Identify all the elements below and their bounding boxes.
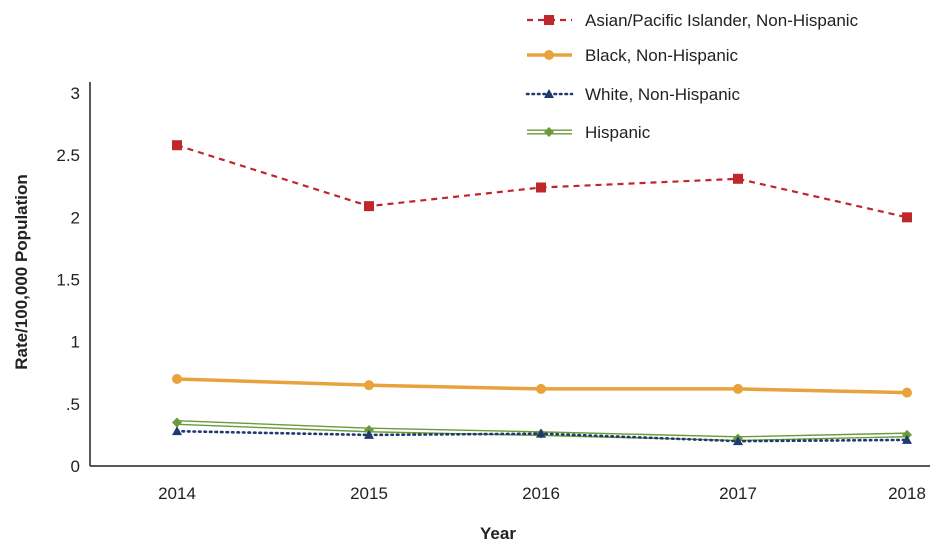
x-tick-label: 2015	[350, 484, 388, 503]
data-point-triangle	[544, 89, 554, 98]
y-tick-labels: 0 .5 1 1.5 2 2.5 3	[56, 84, 80, 476]
legend-label: White, Non-Hispanic	[585, 85, 740, 104]
data-point-circle	[544, 50, 554, 60]
data-point-diamond	[544, 127, 554, 137]
data-point-circle	[364, 380, 374, 391]
data-point-circle	[902, 387, 912, 398]
series-square	[172, 140, 912, 223]
y-tick-label: .5	[66, 395, 80, 414]
x-tick-label: 2018	[888, 484, 926, 503]
data-point-circle	[536, 383, 546, 394]
y-tick-label: 0	[71, 457, 80, 476]
y-tick-label: 1.5	[56, 271, 80, 290]
data-point-triangle	[364, 429, 374, 439]
legend-label: Hispanic	[585, 123, 651, 142]
data-point-triangle	[536, 428, 546, 438]
y-axis-title: Rate/100,000 Population	[12, 174, 31, 370]
x-tick-label: 2017	[719, 484, 757, 503]
data-point-circle	[733, 383, 743, 394]
y-tick-label: 3	[71, 84, 80, 103]
data-point-triangle	[733, 436, 743, 446]
x-tick-label: 2014	[158, 484, 196, 503]
y-tick-label: 2	[71, 208, 80, 227]
x-tick-label: 2016	[522, 484, 560, 503]
series-layer	[172, 140, 912, 446]
axes	[89, 82, 930, 467]
y-tick-label: 2.5	[56, 146, 80, 165]
legend: Asian/Pacific Islander, Non-Hispanic Blac…	[525, 11, 859, 142]
legend-label: Black, Non-Hispanic	[585, 46, 739, 65]
x-tick-labels: 2014 2015 2016 2017 2018	[158, 484, 926, 503]
legend-item: Black, Non-Hispanic	[527, 46, 739, 65]
data-point-diamond	[172, 417, 182, 428]
data-point-square	[172, 140, 182, 151]
series-circle	[172, 373, 912, 398]
y-tick-label: 1	[71, 333, 80, 352]
x-axis-title: Year	[480, 524, 516, 543]
legend-label: Asian/Pacific Islander, Non-Hispanic	[585, 11, 859, 30]
series-line	[176, 144, 908, 219]
data-point-square	[364, 201, 374, 212]
legend-item: White, Non-Hispanic	[525, 85, 740, 104]
legend-item: Hispanic	[527, 123, 651, 142]
series-triangle	[172, 426, 912, 446]
legend-item: Asian/Pacific Islander, Non-Hispanic	[527, 11, 859, 30]
data-point-circle	[172, 373, 182, 384]
data-point-square	[902, 212, 912, 223]
data-point-square	[544, 15, 554, 25]
data-point-square	[733, 173, 743, 184]
data-point-triangle	[902, 434, 912, 444]
data-point-triangle	[172, 426, 182, 436]
data-point-square	[536, 182, 546, 193]
